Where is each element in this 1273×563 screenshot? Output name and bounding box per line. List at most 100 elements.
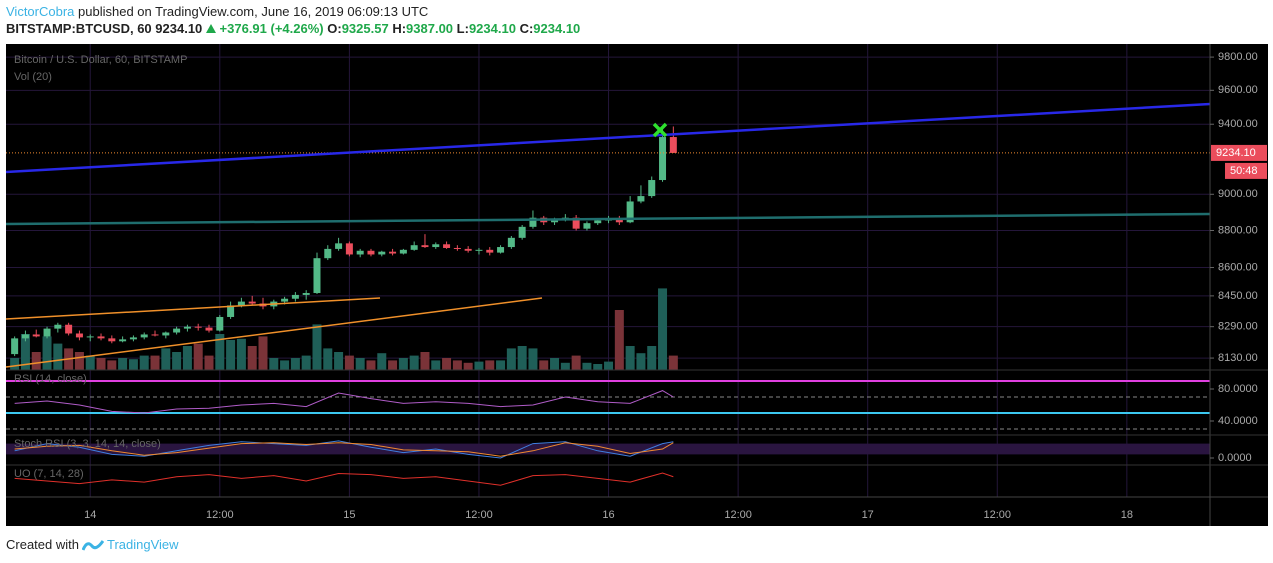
candle-body bbox=[183, 326, 191, 329]
volume-bar bbox=[398, 358, 408, 370]
volume-bar bbox=[107, 360, 117, 370]
volume-bar bbox=[485, 360, 495, 370]
indicator-label: RSI (14, close) bbox=[14, 373, 87, 385]
volume-bar bbox=[269, 358, 279, 370]
candle-body bbox=[227, 305, 235, 317]
volume-label: Vol (20) bbox=[14, 71, 52, 83]
volume-bar bbox=[668, 355, 678, 370]
candle-body bbox=[11, 338, 19, 355]
volume-bar bbox=[506, 348, 516, 370]
candle-body bbox=[173, 328, 181, 333]
author[interactable]: VictorCobra bbox=[6, 4, 75, 19]
marks bbox=[6, 126, 1210, 486]
candle-body bbox=[291, 294, 299, 299]
candle-body bbox=[324, 248, 332, 259]
candle-body bbox=[389, 251, 397, 254]
volume-bar bbox=[647, 346, 657, 370]
volume-bar bbox=[366, 360, 376, 370]
drawings bbox=[5, 102, 1211, 368]
candle-body bbox=[335, 243, 343, 249]
up-arrow bbox=[205, 24, 216, 33]
candle-body bbox=[432, 244, 440, 248]
candle-body bbox=[572, 217, 580, 229]
volume-bar bbox=[571, 355, 581, 370]
symbol-line: BITSTAMP:BTCUSD, 60 9234.10 +376.91 (+4.… bbox=[6, 21, 580, 36]
volume-bar bbox=[355, 358, 365, 370]
volume-bar bbox=[604, 361, 614, 370]
y-tick-label: 0.0000 bbox=[1218, 452, 1252, 464]
candle-body bbox=[464, 248, 472, 251]
candle-body bbox=[237, 301, 245, 306]
o-label: O: bbox=[327, 21, 342, 36]
y-tick-label: 80.0000 bbox=[1218, 383, 1258, 395]
candle-body bbox=[65, 324, 73, 334]
volume-bar bbox=[420, 352, 430, 370]
volume-bar bbox=[593, 364, 603, 370]
volume-bar bbox=[172, 352, 182, 370]
volume-bar bbox=[182, 346, 192, 370]
price-label: 9234.10 bbox=[1216, 147, 1256, 159]
volume-bar bbox=[334, 352, 344, 370]
volume-bar bbox=[118, 358, 128, 370]
volume-bar bbox=[150, 355, 160, 370]
x-tick-label: 12:00 bbox=[724, 509, 752, 521]
chart: 14 12:00 15 12:00 16 12:00 17 12:00 18 9800.00 960… bbox=[0, 44, 1273, 528]
indicator-line bbox=[14, 472, 674, 486]
volume-bar bbox=[323, 348, 333, 370]
candle-body bbox=[410, 245, 418, 250]
candle-body bbox=[32, 334, 40, 337]
candle-body bbox=[551, 219, 559, 223]
c-label: C: bbox=[519, 21, 534, 36]
candle-body bbox=[54, 324, 62, 329]
volume-bar bbox=[614, 310, 624, 370]
y-tick-label: 9400.00 bbox=[1218, 118, 1258, 130]
volume-bar bbox=[215, 334, 225, 370]
footer: Created with TradingView bbox=[6, 537, 179, 552]
symbol: BITSTAMP:BTCUSD, 60 bbox=[6, 21, 152, 36]
volume-bar bbox=[204, 355, 214, 370]
volume-bar bbox=[560, 362, 570, 370]
candle-body bbox=[345, 243, 353, 255]
indicator-label: UO (7, 14, 28) bbox=[14, 468, 84, 480]
volume-bar bbox=[42, 336, 52, 370]
volume-bar bbox=[31, 352, 41, 370]
volume-bar bbox=[53, 343, 63, 370]
o: 9325.57 bbox=[341, 21, 389, 36]
candle-body bbox=[86, 336, 94, 338]
candle-body bbox=[356, 250, 364, 255]
candle-body bbox=[453, 247, 461, 249]
trendline bbox=[5, 297, 381, 320]
axes: 14 12:00 15 12:00 16 12:00 17 12:00 18 9800.00 960… bbox=[6, 44, 1268, 526]
volume-bar bbox=[452, 360, 462, 370]
volume-bar bbox=[258, 336, 268, 370]
brand[interactable]: TradingView bbox=[106, 537, 179, 552]
countdown: 50:48 bbox=[1230, 165, 1258, 177]
volume-bar bbox=[96, 358, 106, 370]
candle-body bbox=[486, 249, 494, 253]
candle-body bbox=[399, 249, 407, 254]
volume-bar bbox=[226, 340, 236, 370]
y-tick-label: 8600.00 bbox=[1218, 261, 1258, 273]
x-tick-label: 14 bbox=[84, 509, 96, 521]
candle-body bbox=[216, 316, 224, 331]
h-label: H: bbox=[392, 21, 407, 36]
candle-body bbox=[583, 223, 591, 229]
created: Created with bbox=[6, 537, 79, 552]
candle-body bbox=[205, 327, 213, 331]
x-tick-label: 12:00 bbox=[465, 509, 493, 521]
candle-body bbox=[626, 201, 634, 223]
trendline bbox=[5, 212, 1211, 226]
indicator-line bbox=[14, 442, 674, 457]
volume-bar bbox=[442, 358, 452, 370]
published: published on TradingView.com, June 16, 2… bbox=[78, 4, 429, 19]
volume-bar bbox=[496, 360, 506, 370]
volume-bar bbox=[625, 346, 635, 370]
candle-body bbox=[140, 334, 148, 338]
indicator-label: Stoch RSI (3, 3, 14, 14, close) bbox=[14, 438, 161, 450]
l-label: L: bbox=[456, 21, 469, 36]
volume-bar bbox=[20, 334, 30, 370]
y-tick-label: 8290.00 bbox=[1218, 321, 1258, 333]
volume-bar bbox=[312, 324, 322, 370]
candle-body bbox=[475, 249, 483, 251]
